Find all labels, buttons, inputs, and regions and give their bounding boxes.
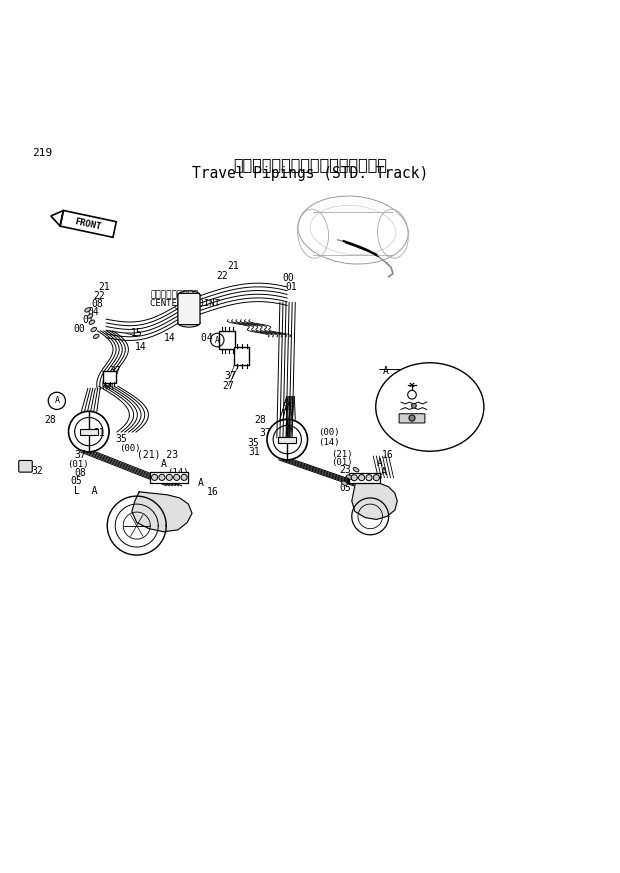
Text: 05: 05	[340, 483, 352, 493]
Text: 35: 35	[115, 434, 127, 444]
Text: 37: 37	[109, 366, 121, 375]
Circle shape	[409, 415, 415, 421]
Circle shape	[181, 474, 187, 480]
Circle shape	[151, 474, 157, 480]
Text: A: A	[161, 459, 167, 469]
Ellipse shape	[87, 314, 93, 319]
Text: 28: 28	[255, 415, 267, 425]
Text: 32: 32	[32, 466, 43, 476]
Text: 21: 21	[227, 261, 239, 271]
Text: センタージョイント: センタージョイント	[150, 291, 198, 299]
Text: 22: 22	[94, 292, 105, 301]
Ellipse shape	[353, 467, 359, 472]
Text: 23: 23	[340, 465, 352, 475]
Text: 37: 37	[224, 371, 236, 382]
Text: A: A	[383, 366, 388, 375]
Text: 00: 00	[73, 324, 85, 334]
Text: CENTER  JOINT: CENTER JOINT	[150, 299, 220, 308]
Text: 35: 35	[247, 437, 259, 448]
Text: 08: 08	[74, 469, 86, 478]
Text: 15: 15	[131, 328, 143, 338]
FancyBboxPatch shape	[19, 460, 32, 472]
Text: 14: 14	[135, 342, 147, 352]
Text: (21): (21)	[332, 450, 353, 459]
Text: (21) 23: (21) 23	[137, 450, 178, 460]
Text: 05: 05	[70, 477, 82, 486]
Text: A: A	[381, 466, 386, 477]
Text: 37: 37	[260, 429, 272, 438]
Circle shape	[366, 475, 372, 481]
Text: A: A	[198, 478, 203, 488]
Ellipse shape	[91, 327, 97, 332]
Text: FRONT: FRONT	[74, 217, 102, 231]
Polygon shape	[352, 479, 397, 519]
FancyBboxPatch shape	[349, 473, 380, 483]
Text: A: A	[376, 458, 383, 468]
Ellipse shape	[342, 481, 347, 485]
FancyBboxPatch shape	[219, 331, 235, 349]
Circle shape	[174, 474, 180, 480]
Ellipse shape	[85, 307, 91, 313]
Text: (01): (01)	[332, 458, 353, 467]
Text: 08: 08	[344, 476, 355, 485]
FancyBboxPatch shape	[234, 347, 249, 365]
Text: 00: 00	[282, 273, 294, 283]
Text: 32: 32	[282, 402, 294, 412]
Text: 04 08: 04 08	[201, 333, 230, 343]
Text: A: A	[215, 335, 219, 345]
Ellipse shape	[347, 475, 352, 479]
Text: A: A	[55, 396, 60, 405]
Circle shape	[412, 403, 416, 409]
Circle shape	[358, 475, 365, 481]
Text: 01: 01	[82, 315, 94, 325]
Text: (01): (01)	[68, 460, 89, 469]
Text: 31: 31	[94, 428, 105, 438]
Text: 走行配管（スタンダードトラック）: 走行配管（スタンダードトラック）	[233, 157, 387, 172]
Text: 01: 01	[285, 282, 297, 292]
Text: 08: 08	[91, 299, 103, 309]
FancyBboxPatch shape	[103, 371, 117, 383]
Ellipse shape	[94, 334, 99, 339]
Text: 31: 31	[454, 400, 466, 410]
Ellipse shape	[89, 320, 95, 325]
Circle shape	[159, 474, 165, 480]
Text: 16: 16	[207, 487, 218, 497]
Circle shape	[166, 474, 172, 480]
Circle shape	[373, 475, 379, 481]
Circle shape	[351, 475, 357, 481]
Text: 22: 22	[216, 271, 228, 280]
Text: 37: 37	[74, 450, 86, 460]
FancyBboxPatch shape	[79, 429, 98, 435]
FancyBboxPatch shape	[178, 293, 200, 325]
FancyBboxPatch shape	[278, 436, 296, 443]
Text: (00): (00)	[120, 444, 141, 453]
Text: 16: 16	[382, 450, 394, 460]
Text: Travel Pipings (STD. Track): Travel Pipings (STD. Track)	[192, 166, 428, 181]
Text: 27: 27	[222, 382, 234, 391]
Text: 35: 35	[454, 388, 466, 398]
Polygon shape	[132, 491, 192, 532]
Ellipse shape	[376, 363, 484, 451]
Text: 14: 14	[164, 333, 175, 343]
FancyBboxPatch shape	[399, 414, 425, 423]
Text: 27: 27	[102, 378, 114, 388]
Text: 04: 04	[87, 306, 99, 317]
Text: (00): (00)	[318, 429, 340, 437]
Text: 219: 219	[32, 148, 53, 158]
FancyBboxPatch shape	[149, 472, 188, 483]
Text: 31: 31	[249, 448, 260, 457]
Text: 32: 32	[454, 412, 466, 422]
Text: L  A: L A	[74, 485, 97, 496]
Text: 28: 28	[45, 415, 56, 425]
Text: (14): (14)	[167, 468, 188, 477]
Text: (14): (14)	[318, 438, 340, 447]
Text: 21: 21	[98, 282, 110, 292]
